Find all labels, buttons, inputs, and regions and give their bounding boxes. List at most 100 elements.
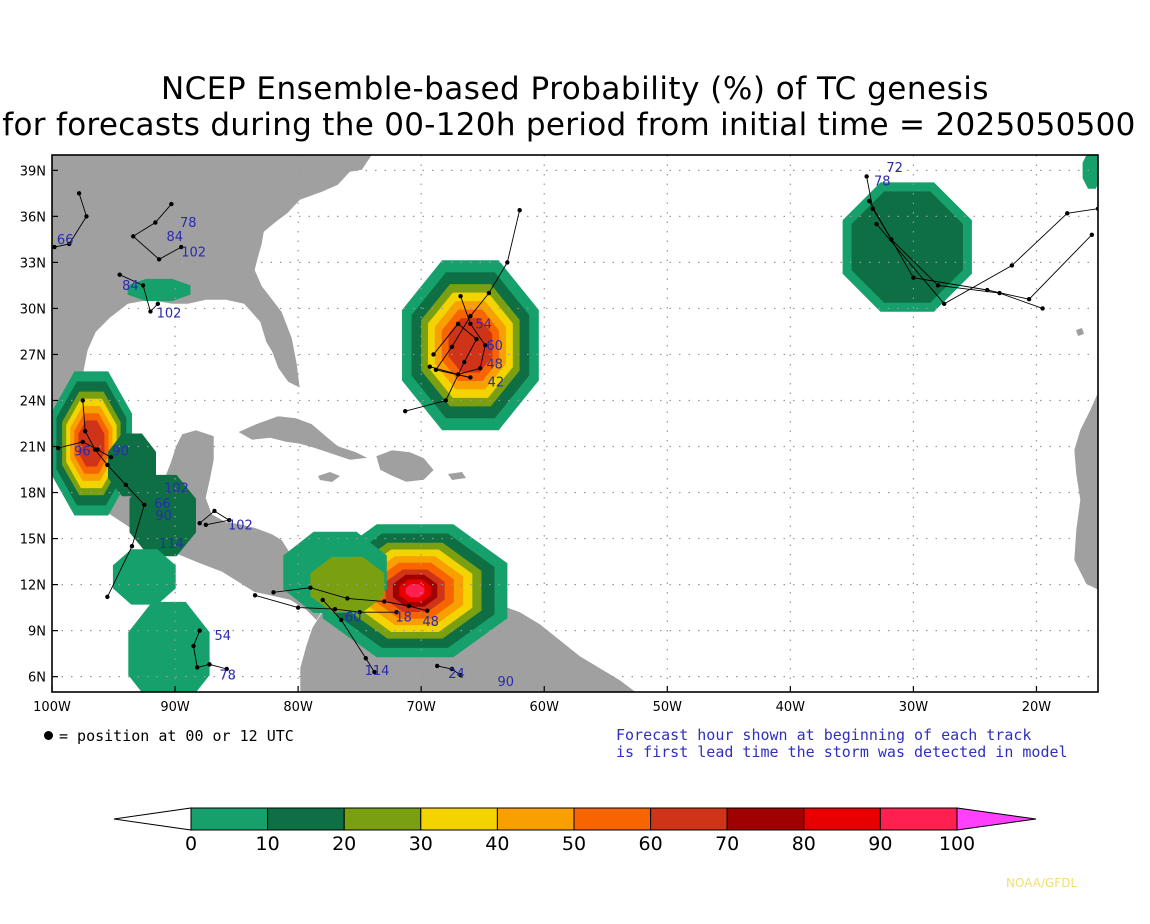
track-position-dot bbox=[406, 603, 412, 609]
track-position-dot bbox=[197, 628, 202, 633]
track-hour-label: 66 bbox=[154, 497, 171, 512]
track-position-dot bbox=[382, 599, 387, 604]
track-hour-label: 114 bbox=[159, 537, 184, 552]
track-position-dot bbox=[148, 309, 153, 314]
track-position-dot bbox=[455, 321, 461, 326]
track-position-dot bbox=[80, 439, 85, 445]
puerto-rico-land bbox=[448, 472, 466, 480]
storm-track bbox=[322, 599, 375, 673]
track-position-dot bbox=[425, 608, 430, 613]
track-hour-label: 84 bbox=[122, 279, 139, 294]
track-position-dot bbox=[156, 257, 162, 262]
track-position-dot bbox=[517, 208, 522, 213]
track-position-dot bbox=[402, 409, 408, 414]
colorbar-label: 90 bbox=[868, 833, 892, 855]
storm-track bbox=[199, 510, 231, 526]
probability-layer bbox=[52, 155, 1098, 692]
track-position-dot bbox=[308, 585, 313, 590]
lat-tick-label: 9N bbox=[28, 625, 46, 640]
lat-tick-label: 18N bbox=[20, 487, 46, 502]
lat-tick-label: 39N bbox=[20, 164, 46, 179]
probability-contour bbox=[405, 584, 425, 598]
track-position-dot bbox=[1040, 306, 1045, 311]
track-position-dot bbox=[142, 502, 147, 508]
storm-track bbox=[273, 587, 428, 612]
track-position-dot bbox=[117, 272, 122, 277]
track-position-dot bbox=[108, 455, 114, 460]
track-position-dot bbox=[394, 610, 399, 615]
colorbar-under-triangle bbox=[113, 807, 192, 831]
lon-tick-label: 40W bbox=[776, 700, 806, 715]
hispaniola-land bbox=[375, 449, 435, 483]
track-hour-label: 84 bbox=[166, 230, 183, 245]
track-position-dot bbox=[345, 596, 350, 601]
colorbar-bin bbox=[879, 807, 958, 831]
track-hour-label: 90 bbox=[155, 509, 172, 524]
storm-track bbox=[405, 323, 478, 412]
track-position-dot bbox=[462, 359, 467, 365]
track-position-dot bbox=[295, 605, 301, 610]
storm-track bbox=[54, 193, 87, 248]
track-hour-label: 78 bbox=[219, 669, 236, 684]
track-position-dot bbox=[169, 201, 174, 207]
track-position-dot bbox=[252, 593, 258, 598]
lon-tick-label: 80W bbox=[283, 700, 313, 715]
storm-track bbox=[429, 296, 486, 375]
canary-islands-land bbox=[1076, 328, 1084, 336]
track-position-dot bbox=[505, 260, 510, 265]
probability-contour bbox=[1082, 155, 1098, 189]
lat-tick-label: 21N bbox=[20, 441, 46, 456]
forecast-hour-note: Forecast hour shown at beginning of each… bbox=[616, 727, 1068, 761]
track-position-dot bbox=[1065, 211, 1070, 216]
track-position-dot bbox=[449, 666, 455, 672]
track-position-dot bbox=[155, 301, 161, 307]
track-hour-label: 60 bbox=[486, 339, 503, 354]
lat-tick-label: 30N bbox=[20, 302, 46, 317]
track-position-dot bbox=[153, 220, 158, 225]
storm-track bbox=[58, 441, 112, 458]
track-position-dot bbox=[320, 597, 325, 603]
track-position-dot bbox=[458, 293, 463, 299]
credit-text: NOAA/GFDL bbox=[1006, 876, 1078, 890]
track-position-dot bbox=[338, 617, 344, 623]
lat-tick-label: 15N bbox=[20, 533, 46, 548]
track-position-dot bbox=[449, 344, 455, 349]
storm-track bbox=[119, 274, 159, 313]
track-hour-label: 114 bbox=[365, 664, 390, 679]
colorbar-label: 70 bbox=[715, 833, 739, 855]
lon-tick-label: 30W bbox=[899, 700, 929, 715]
colorbar-bin bbox=[343, 807, 422, 831]
track-position-dot bbox=[431, 352, 436, 357]
track-position-dot bbox=[212, 508, 217, 514]
track-position-dot bbox=[83, 428, 88, 434]
colorbar-label: 0 bbox=[185, 833, 197, 855]
track-hour-label: 18 bbox=[395, 610, 412, 625]
track-position-dot bbox=[443, 398, 448, 403]
colorbar-label: 40 bbox=[485, 833, 509, 855]
track-position-dot bbox=[80, 398, 85, 403]
track-hour-label: 60 bbox=[345, 610, 362, 625]
colorbar-bin bbox=[573, 807, 652, 831]
track-position-dot bbox=[95, 447, 100, 452]
colorbar-label: 30 bbox=[409, 833, 433, 855]
track-position-dot bbox=[468, 321, 473, 326]
track-hour-label: 48 bbox=[422, 615, 439, 630]
track-hour-label: 78 bbox=[180, 216, 197, 231]
track-position-dot bbox=[203, 522, 209, 527]
track-position-dot bbox=[195, 665, 200, 670]
map-frame bbox=[51, 154, 1099, 693]
track-position-dot bbox=[123, 482, 129, 488]
colorbar-bin bbox=[496, 807, 575, 831]
track-position-dot bbox=[1026, 297, 1032, 302]
probability-contour bbox=[128, 601, 210, 692]
lat-tick-label: 24N bbox=[20, 394, 46, 409]
track-position-dot bbox=[67, 241, 72, 247]
colorbar-label: 80 bbox=[792, 833, 816, 855]
track-position-dot bbox=[935, 283, 941, 288]
position-dot-icon bbox=[44, 731, 53, 740]
track-position-dot bbox=[864, 174, 869, 179]
track-hour-label: 102 bbox=[164, 482, 189, 497]
track-position-dot bbox=[468, 313, 473, 319]
note-line1: Forecast hour shown at beginning of each… bbox=[616, 726, 1032, 744]
